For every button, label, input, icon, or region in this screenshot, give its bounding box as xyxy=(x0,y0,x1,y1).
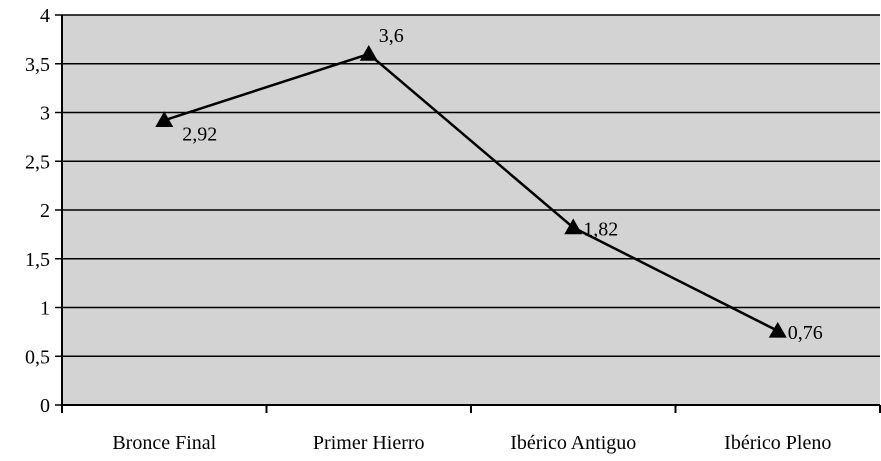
y-tick-label: 4 xyxy=(40,5,50,27)
data-label: 3,6 xyxy=(379,25,404,47)
triangle-marker xyxy=(768,321,787,338)
data-label: 1,82 xyxy=(583,219,618,241)
y-tick-label: 1 xyxy=(40,298,50,320)
triangle-marker xyxy=(155,111,174,128)
gridlines xyxy=(62,14,880,357)
y-tick-label: 2 xyxy=(40,200,50,222)
data-labels: 2,92 3,6 1,82 0,76 xyxy=(182,25,823,344)
y-tick-label: 1,5 xyxy=(25,249,50,271)
x-category-label: Ibérico Pleno xyxy=(724,432,831,454)
triangle-marker xyxy=(359,45,378,61)
y-axis-ticks xyxy=(55,14,62,406)
data-label: 0,76 xyxy=(788,322,823,344)
y-tick-label: 3,5 xyxy=(25,54,50,76)
x-axis-category-labels: Bronce Final Primer Hierro Ibérico Antiguo… xyxy=(112,432,831,454)
x-category-label: Bronce Final xyxy=(112,432,216,454)
data-markers xyxy=(155,45,787,338)
series-line xyxy=(163,52,779,333)
x-category-label: Primer Hierro xyxy=(313,432,425,454)
y-tick-label: 0 xyxy=(40,395,50,417)
x-category-label: Ibérico Antiguo xyxy=(510,432,636,454)
y-tick-label: 2,5 xyxy=(25,151,50,173)
data-label: 2,92 xyxy=(182,123,217,145)
x-axis-ticks xyxy=(61,405,881,413)
y-tick-label: 3 xyxy=(40,103,50,125)
y-axis-tick-labels: 0 0,5 1 1,5 2 2,5 3 3,5 4 xyxy=(25,5,50,417)
triangle-marker xyxy=(564,218,583,235)
y-tick-label: 0,5 xyxy=(25,346,50,368)
series-group xyxy=(163,52,779,333)
